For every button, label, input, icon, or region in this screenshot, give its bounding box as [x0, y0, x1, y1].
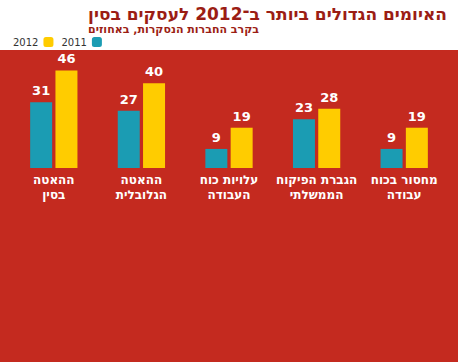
svg-text:הגברת הפיקוח: הגברת הפיקוח [276, 173, 357, 187]
svg-text:ההאטה: ההאטה [33, 173, 75, 187]
svg-text:2012: 2012 [13, 37, 38, 48]
svg-text:31: 31 [32, 83, 50, 98]
svg-text:ההאטה: ההאטה [121, 173, 163, 187]
svg-text:בקרב החברות הנסקרות, באחוזים: בקרב החברות הנסקרות, באחוזים [88, 23, 259, 36]
svg-text:23: 23 [295, 100, 313, 115]
svg-text:האיומים הגדולים ביותר ב־2012 ל: האיומים הגדולים ביותר ב־2012 לעסקים בסין [88, 4, 447, 24]
svg-text:9: 9 [387, 130, 396, 145]
svg-text:מחסור בכוח: מחסור בכוח [371, 173, 438, 187]
svg-text:הממשלתי: הממשלתי [290, 188, 344, 202]
svg-text:19: 19 [408, 109, 426, 124]
svg-text:עבודה: עבודה [387, 188, 422, 202]
svg-text:עלויות כוח: עלויות כוח [200, 173, 259, 187]
svg-text:העבודה: העבודה [208, 188, 251, 202]
svg-text:46: 46 [57, 51, 75, 66]
svg-text:הגלובלית: הגלובלית [116, 188, 167, 202]
svg-text:27: 27 [120, 92, 138, 107]
svg-text:28: 28 [320, 90, 338, 105]
svg-text:40: 40 [145, 64, 163, 79]
svg-text:19: 19 [233, 109, 251, 124]
svg-text:2011: 2011 [61, 37, 86, 48]
svg-text:בסין: בסין [42, 188, 65, 202]
svg-text:9: 9 [212, 130, 221, 145]
